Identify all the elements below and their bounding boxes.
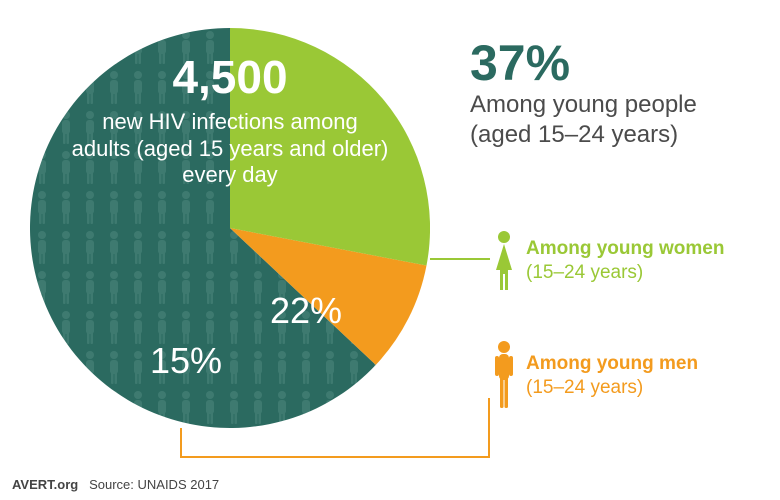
legend-men-text: Among young men (15–24 years)	[526, 352, 698, 400]
person-male-icon	[490, 340, 518, 412]
legend-women-text: Among young women (15–24 years)	[526, 237, 724, 285]
footer-site: AVERT.org	[12, 477, 78, 492]
connector-men-v1	[180, 428, 182, 458]
legend-women-title: Among young women	[526, 238, 724, 259]
connector-men-h	[180, 456, 488, 458]
footer: AVERT.org Source: UNAIDS 2017	[12, 477, 219, 492]
right-headline: 37%	[470, 38, 760, 88]
infographic-root: 4,500 new HIV infections among adults (a…	[0, 0, 780, 500]
footer-source: UNAIDS 2017	[138, 477, 220, 492]
right-column: 37% Among young people (aged 15–24 years…	[470, 38, 760, 150]
pie-headline: 4,500	[70, 50, 390, 105]
slice-label-young-men: 15%	[150, 340, 222, 382]
slice-label-young-women: 22%	[270, 290, 342, 332]
pie-subtext: new HIV infections among adults (aged 15…	[70, 109, 390, 188]
right-subtext: Among young people (aged 15–24 years)	[470, 90, 760, 150]
legend-men-title: Among young men	[526, 353, 698, 374]
legend-men-sub: (15–24 years)	[526, 376, 698, 400]
footer-source-label: Source:	[89, 477, 134, 492]
connector-women	[430, 258, 490, 260]
legend-men: Among young men (15–24 years)	[490, 340, 698, 412]
legend-women-sub: (15–24 years)	[526, 261, 724, 285]
legend-women: Among young women (15–24 years)	[490, 230, 724, 292]
person-female-icon	[490, 230, 518, 292]
pie-overlay: 4,500 new HIV infections among adults (a…	[30, 50, 430, 188]
